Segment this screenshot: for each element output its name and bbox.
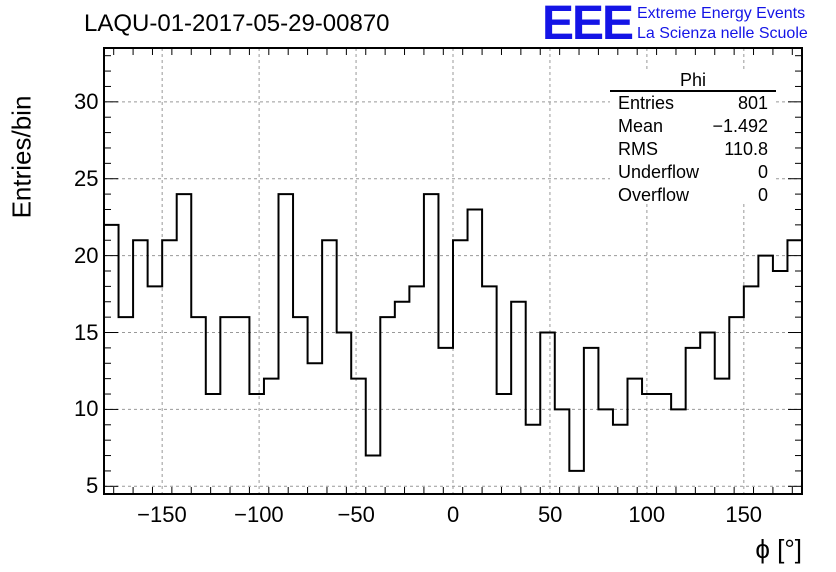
stats-value: 0 — [757, 162, 768, 182]
y-axis-label: Entries/bin — [6, 95, 37, 219]
stats-row-entries: Entries 801 — [610, 92, 776, 115]
x-tick-label: 50 — [537, 502, 563, 527]
stats-value: 801 — [737, 93, 768, 113]
stats-box: Phi Entries 801 Mean −1.492 RMS 110.8 Un… — [610, 70, 776, 207]
x-tick-label: 0 — [447, 502, 460, 527]
y-tick-label: 5 — [86, 473, 99, 499]
logo-line-2: La Scienza nelle Scuole — [637, 25, 808, 42]
stats-title: Phi — [610, 70, 776, 92]
y-tick-label: 25 — [74, 165, 99, 191]
x-tick-label: −50 — [337, 502, 375, 527]
y-axis-label-box: Entries/bin — [4, 96, 40, 219]
x-tick-label: −150 — [137, 502, 187, 527]
eee-logo: EEE — [542, 0, 634, 50]
stats-row-rms: RMS 110.8 — [610, 138, 776, 161]
stats-row-overflow: Overflow 0 — [610, 184, 776, 207]
stats-row-underflow: Underflow 0 — [610, 161, 776, 184]
histogram-outline — [104, 193, 802, 472]
y-tick-label: 10 — [74, 396, 99, 422]
x-tick-label: 100 — [628, 502, 666, 527]
stats-label: Entries — [618, 93, 675, 113]
stats-value: 0 — [757, 185, 768, 205]
stats-label: Overflow — [618, 185, 690, 205]
stats-label: RMS — [618, 139, 658, 159]
y-tick-label: 30 — [74, 88, 99, 114]
x-tick-label: 150 — [725, 502, 763, 527]
stats-value: −1.492 — [712, 116, 768, 136]
stats-label: Underflow — [618, 162, 700, 182]
stats-label: Mean — [618, 116, 664, 136]
stats-value: 110.8 — [724, 139, 768, 159]
stats-row-mean: Mean −1.492 — [610, 115, 776, 138]
x-axis-label: ϕ [°] — [755, 534, 802, 564]
chart-title: LAQU-01-2017-05-29-00870 — [84, 10, 390, 37]
axis-ticks — [104, 48, 802, 494]
x-tick-label: −100 — [234, 502, 284, 527]
y-tick-label: 15 — [74, 319, 99, 345]
y-tick-label: 20 — [74, 242, 99, 268]
logo-line-1: Extreme Energy Events — [637, 5, 806, 22]
logo-caption: Extreme Energy Events La Scienza nelle S… — [637, 4, 808, 44]
